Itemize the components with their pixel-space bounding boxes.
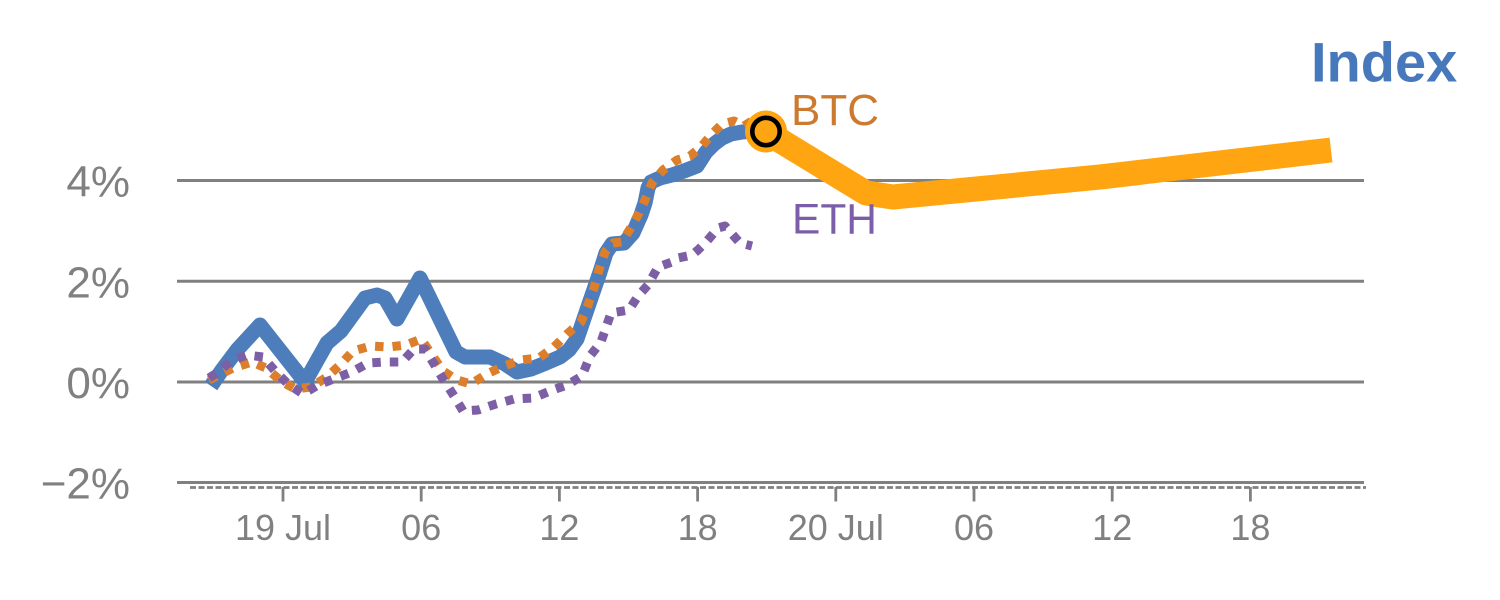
svg-text:ETH: ETH [792, 197, 877, 244]
svg-text:Index: Index [1311, 31, 1457, 94]
svg-text:−2%: −2% [41, 460, 130, 509]
svg-text:BTC: BTC [791, 86, 879, 135]
svg-text:4%: 4% [66, 158, 130, 207]
svg-text:06: 06 [954, 507, 994, 548]
svg-text:18: 18 [1230, 507, 1270, 548]
svg-text:2%: 2% [66, 258, 130, 307]
svg-text:18: 18 [678, 507, 718, 548]
svg-text:12: 12 [539, 507, 579, 548]
svg-text:12: 12 [1092, 507, 1132, 548]
svg-text:19 Jul: 19 Jul [235, 507, 331, 548]
svg-text:06: 06 [401, 507, 441, 548]
svg-text:0%: 0% [66, 359, 130, 408]
svg-text:20 Jul: 20 Jul [788, 507, 884, 548]
